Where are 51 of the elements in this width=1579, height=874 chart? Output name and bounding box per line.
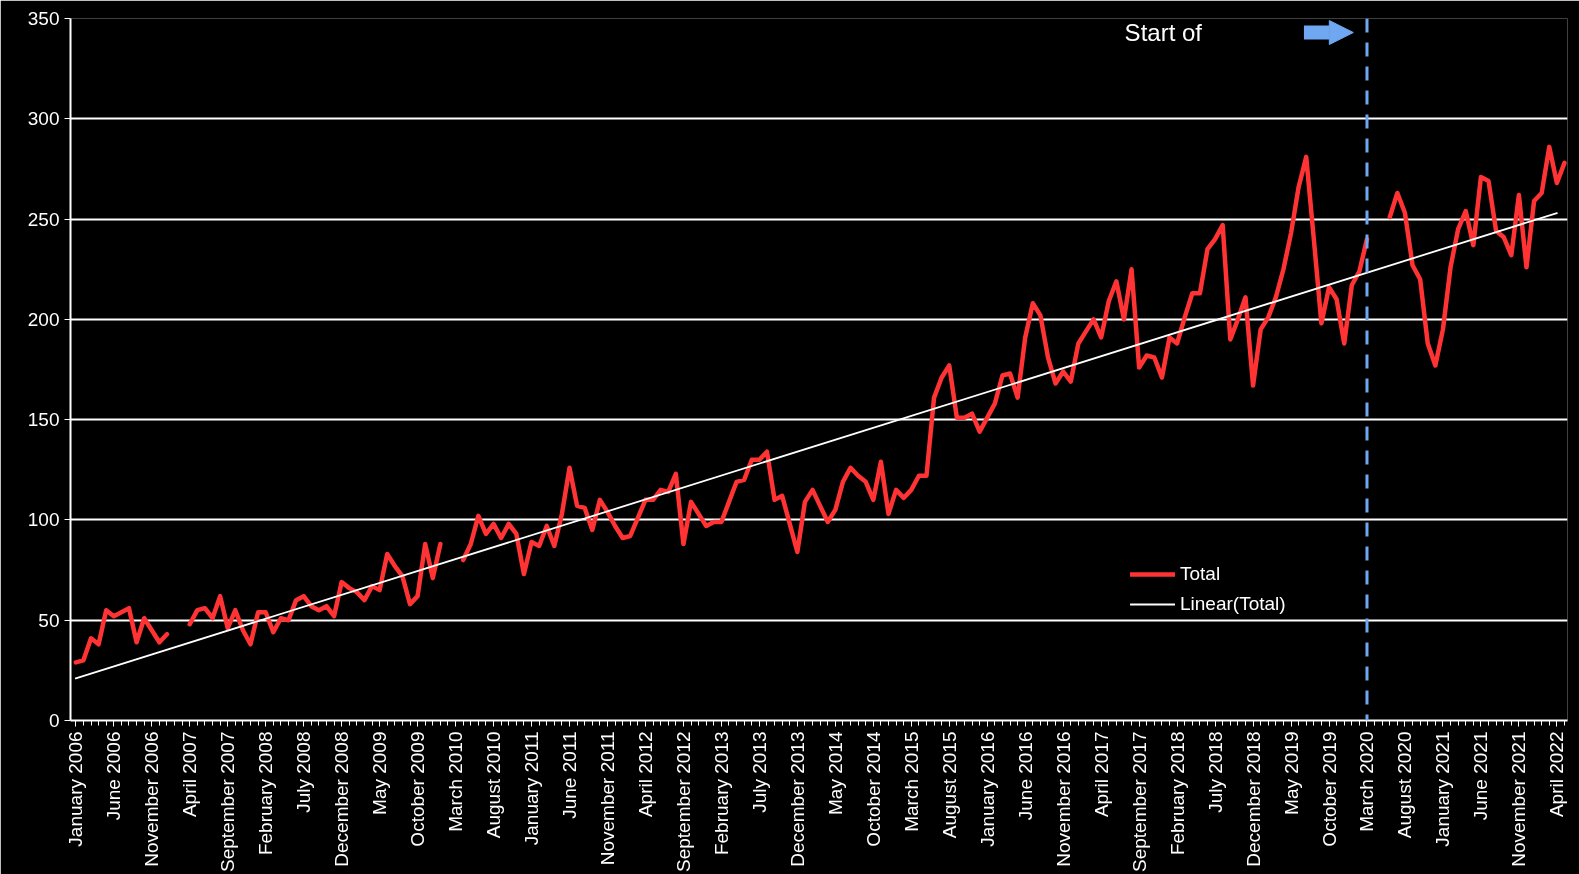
x-tick-label: January 2021 [1432, 731, 1454, 847]
x-tick-label: July 2008 [293, 731, 315, 813]
x-tick-label: March 2015 [900, 731, 922, 832]
x-tick-label: November 2021 [1508, 731, 1530, 867]
annotation: Start of [1124, 18, 1203, 46]
x-tick-label: November 2006 [141, 731, 163, 867]
x-tick-label: January 2011 [521, 731, 543, 846]
x-tick-label: April 2022 [1546, 731, 1568, 818]
x-tick-label: October 2019 [1318, 731, 1340, 847]
x-tick-label: September 2012 [672, 731, 694, 872]
x-tick-label: February 2008 [255, 731, 277, 856]
legend-label: Linear(Total) [1180, 593, 1286, 615]
x-tick-label: February 2013 [710, 731, 732, 856]
x-tick-label: November 2016 [1052, 731, 1074, 867]
x-tick-label: July 2013 [748, 731, 770, 813]
x-tick-label: June 2011 [559, 731, 580, 819]
x-tick-label: September 2007 [217, 731, 239, 872]
x-tick-label: June 2016 [1014, 731, 1036, 821]
x-tick-label: March 2020 [1356, 731, 1378, 832]
x-tick-label: May 2019 [1280, 731, 1302, 815]
y-tick-label: 100 [27, 509, 60, 531]
x-tick-label: November 2011 [596, 731, 618, 866]
x-tick-label: December 2008 [331, 731, 353, 867]
x-tick-label: September 2017 [1128, 731, 1150, 872]
y-tick-label: 0 [48, 710, 60, 731]
x-tick-label: October 2014 [862, 731, 884, 847]
y-tick-label: 150 [27, 409, 60, 431]
x-tick-label: June 2006 [103, 731, 125, 821]
x-tick-label: April 2017 [1090, 731, 1112, 818]
x-tick-label: June 2021 [1470, 731, 1492, 821]
x-tick-label: January 2016 [976, 731, 998, 847]
y-tick-label: 250 [27, 208, 60, 230]
x-tick-label: January 2006 [65, 731, 87, 847]
y-tick-label: 200 [27, 308, 60, 330]
x-tick-label: August 2015 [938, 731, 960, 839]
x-tick-label: March 2010 [445, 731, 467, 832]
x-tick-label: May 2014 [824, 731, 846, 815]
x-tick-label: February 2018 [1166, 731, 1188, 856]
x-tick-label: April 2007 [179, 731, 201, 818]
x-tick-label: December 2018 [1242, 731, 1264, 867]
x-tick-label: December 2013 [786, 731, 808, 867]
x-tick-label: July 2018 [1204, 731, 1226, 813]
x-tick-label: April 2012 [634, 731, 656, 818]
x-tick-label: October 2009 [407, 731, 429, 847]
x-tick-label: August 2020 [1394, 731, 1416, 839]
legend-label: Total [1180, 563, 1221, 585]
x-tick-label: August 2010 [483, 731, 505, 839]
y-tick-label: 300 [27, 108, 60, 130]
y-tick-label: 350 [27, 8, 60, 29]
y-tick-label: 50 [38, 609, 60, 631]
x-tick-label: May 2009 [369, 731, 391, 815]
